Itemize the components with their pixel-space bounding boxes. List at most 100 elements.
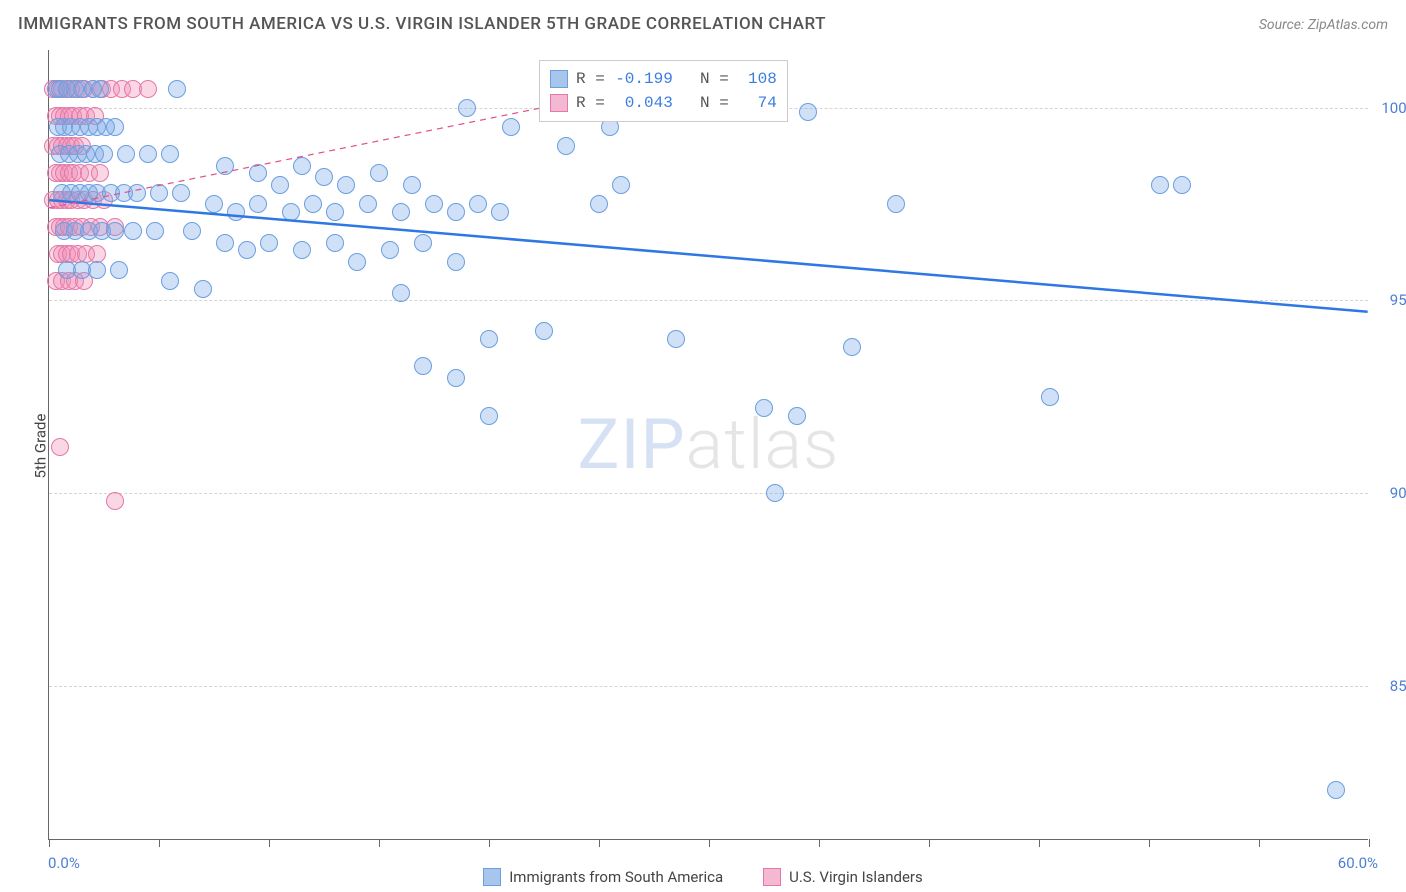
legend-r-value: 0.043	[613, 91, 673, 115]
data-point	[282, 203, 300, 221]
ytick-label: 90.0%	[1374, 484, 1406, 502]
xtick	[709, 839, 710, 847]
correlation-legend: R = -0.199 N = 108 R = 0.043 N = 74	[539, 60, 788, 122]
ytick-label: 95.0%	[1374, 291, 1406, 309]
data-point	[392, 203, 410, 221]
data-point	[91, 80, 109, 98]
xtick	[1149, 839, 1150, 847]
data-point	[337, 176, 355, 194]
data-point	[227, 203, 245, 221]
legend-series-label: Immigrants from South America	[509, 868, 723, 886]
legend-r-value: -0.199	[613, 67, 673, 91]
data-point	[91, 164, 109, 182]
data-point	[1041, 388, 1059, 406]
data-point	[502, 118, 520, 136]
chart-title: IMMIGRANTS FROM SOUTH AMERICA VS U.S. VI…	[18, 14, 826, 34]
data-point	[168, 80, 186, 98]
data-point	[146, 222, 164, 240]
data-point	[1173, 176, 1191, 194]
data-point	[667, 330, 685, 348]
data-point	[370, 164, 388, 182]
ytick-label: 100.0%	[1374, 99, 1406, 117]
source-label: Source: ZipAtlas.com	[1259, 17, 1388, 33]
data-point	[480, 407, 498, 425]
data-point	[293, 241, 311, 259]
legend-swatch-icon	[550, 94, 568, 112]
legend-n-label: N =	[681, 91, 729, 115]
gridline	[49, 300, 1368, 301]
ytick-label: 85.0%	[1374, 677, 1406, 695]
watermark-zip: ZIP	[578, 404, 686, 486]
xtick	[1259, 839, 1260, 847]
legend-n-value: 108	[737, 67, 777, 91]
data-point	[161, 272, 179, 290]
data-point	[205, 195, 223, 213]
data-point	[425, 195, 443, 213]
data-point	[315, 168, 333, 186]
data-point	[139, 145, 157, 163]
legend-r-label: R =	[576, 67, 605, 91]
data-point	[95, 145, 113, 163]
legend-series-label: U.S. Virgin Islanders	[789, 868, 923, 886]
data-point	[359, 195, 377, 213]
data-point	[88, 261, 106, 279]
legend-row: R = 0.043 N = 74	[550, 91, 777, 115]
data-point	[216, 234, 234, 252]
data-point	[766, 484, 784, 502]
gridline	[49, 493, 1368, 494]
data-point	[491, 203, 509, 221]
gridline	[49, 686, 1368, 687]
data-point	[293, 157, 311, 175]
data-point	[799, 103, 817, 121]
data-point	[124, 222, 142, 240]
legend-n-label: N =	[681, 67, 729, 91]
data-point	[326, 203, 344, 221]
data-point	[161, 145, 179, 163]
data-point	[128, 184, 146, 202]
legend-swatch-icon	[763, 868, 781, 886]
xtick	[379, 839, 380, 847]
data-point	[216, 157, 234, 175]
data-point	[612, 176, 630, 194]
data-point	[480, 330, 498, 348]
data-point	[447, 203, 465, 221]
data-point	[249, 164, 267, 182]
data-point	[414, 234, 432, 252]
data-point	[557, 137, 575, 155]
data-point	[788, 407, 806, 425]
data-point	[183, 222, 201, 240]
xtick-label-max: 60.0%	[1338, 854, 1378, 872]
xtick-label-min: 0.0%	[48, 854, 80, 872]
data-point	[326, 234, 344, 252]
data-point	[1151, 176, 1169, 194]
data-point	[348, 253, 366, 271]
legend-r-label: R =	[576, 91, 605, 115]
data-point	[106, 118, 124, 136]
data-point	[260, 234, 278, 252]
data-point	[403, 176, 421, 194]
data-point	[447, 253, 465, 271]
legend-item: U.S. Virgin Islanders	[763, 868, 923, 886]
data-point	[304, 195, 322, 213]
legend-swatch-icon	[550, 70, 568, 88]
data-point	[447, 369, 465, 387]
data-point	[106, 222, 124, 240]
data-point	[590, 195, 608, 213]
data-point	[194, 280, 212, 298]
data-point	[249, 195, 267, 213]
data-point	[887, 195, 905, 213]
xtick	[819, 839, 820, 847]
xtick	[269, 839, 270, 847]
data-point	[172, 184, 190, 202]
legend-row: R = -0.199 N = 108	[550, 67, 777, 91]
plot-area: ZIPatlas R =-0.199 N =108R =0.043 N =74 …	[48, 50, 1368, 840]
xtick	[49, 839, 50, 847]
data-point	[150, 184, 168, 202]
legend-n-value: 74	[737, 91, 777, 115]
xtick	[489, 839, 490, 847]
data-point	[469, 195, 487, 213]
data-point	[117, 145, 135, 163]
data-point	[414, 357, 432, 375]
xtick	[1039, 839, 1040, 847]
xtick	[159, 839, 160, 847]
